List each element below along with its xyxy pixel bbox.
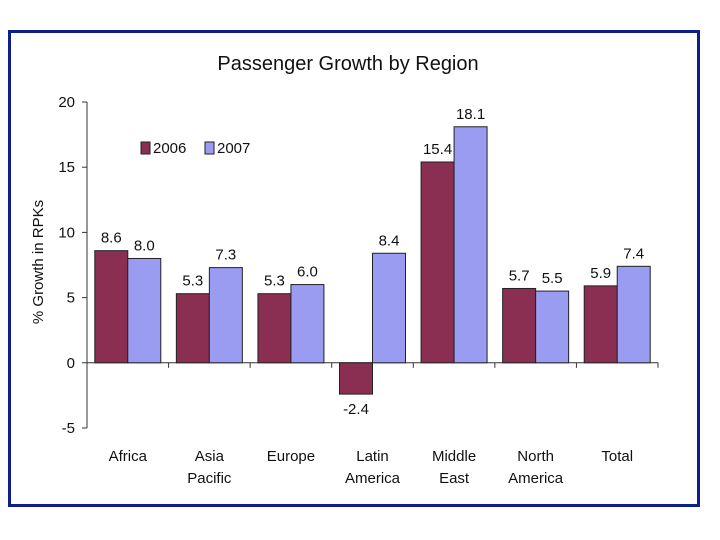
- category-label: America: [508, 470, 564, 487]
- category-label: Africa: [109, 448, 148, 465]
- bar-2007: [208, 267, 243, 364]
- category-label: Pacific: [187, 470, 232, 487]
- data-label-2007: 7.3: [215, 247, 236, 264]
- category-label: Total: [601, 448, 633, 465]
- bar-2007: [535, 290, 570, 364]
- y-tick-label: 20: [58, 94, 75, 111]
- category-label: North: [517, 448, 554, 465]
- data-label-2006: 8.6: [101, 230, 122, 247]
- bar-2006: [420, 161, 455, 364]
- data-label-2006: 5.3: [264, 273, 285, 290]
- bar-2006: [94, 250, 129, 364]
- bar-2007: [372, 252, 406, 364]
- data-label-2006: 15.4: [423, 141, 452, 158]
- data-label-2007: 8.4: [379, 232, 400, 249]
- y-tick-label: 0: [67, 355, 75, 372]
- data-label-2006: 5.3: [182, 273, 203, 290]
- bar-2007: [453, 126, 488, 364]
- bar-2006: [339, 362, 373, 395]
- y-tick-label: 10: [58, 224, 75, 241]
- data-label-2007: 5.5: [542, 270, 563, 287]
- data-label-2007: 7.4: [623, 245, 644, 262]
- data-label-2006: -2.4: [343, 401, 369, 418]
- category-label: Europe: [267, 448, 315, 465]
- bar-2007: [616, 265, 651, 364]
- data-label-2006: 5.9: [590, 265, 611, 282]
- y-tick-label: 5: [67, 290, 75, 307]
- bar-2007: [127, 257, 162, 364]
- bar-2006: [583, 285, 618, 364]
- legend-label-2006: 2006: [153, 140, 186, 157]
- y-tick-label: -5: [62, 420, 75, 437]
- y-tick-label: 15: [58, 159, 75, 176]
- category-label: America: [345, 470, 401, 487]
- legend-label-2007: 2007: [217, 140, 250, 157]
- legend: 2006 2007: [140, 140, 250, 157]
- category-label: Middle: [432, 448, 476, 465]
- bar-2006: [175, 293, 210, 364]
- chart-title: Passenger Growth by Region: [217, 53, 478, 75]
- legend-swatch-2006: [140, 141, 151, 155]
- category-label: Latin: [356, 448, 389, 465]
- data-label-2006: 5.7: [509, 267, 530, 284]
- category-label: Asia: [195, 448, 225, 465]
- data-label-2007: 6.0: [297, 264, 318, 281]
- legend-swatch-2007: [204, 141, 215, 155]
- bar-2006: [257, 293, 292, 364]
- bar-2007: [290, 284, 325, 364]
- y-axis-label: % Growth in RPKs: [30, 200, 47, 324]
- bar-2006: [502, 287, 537, 364]
- category-label: East: [439, 470, 470, 487]
- data-label-2007: 8.0: [134, 237, 155, 254]
- data-label-2007: 18.1: [456, 106, 485, 123]
